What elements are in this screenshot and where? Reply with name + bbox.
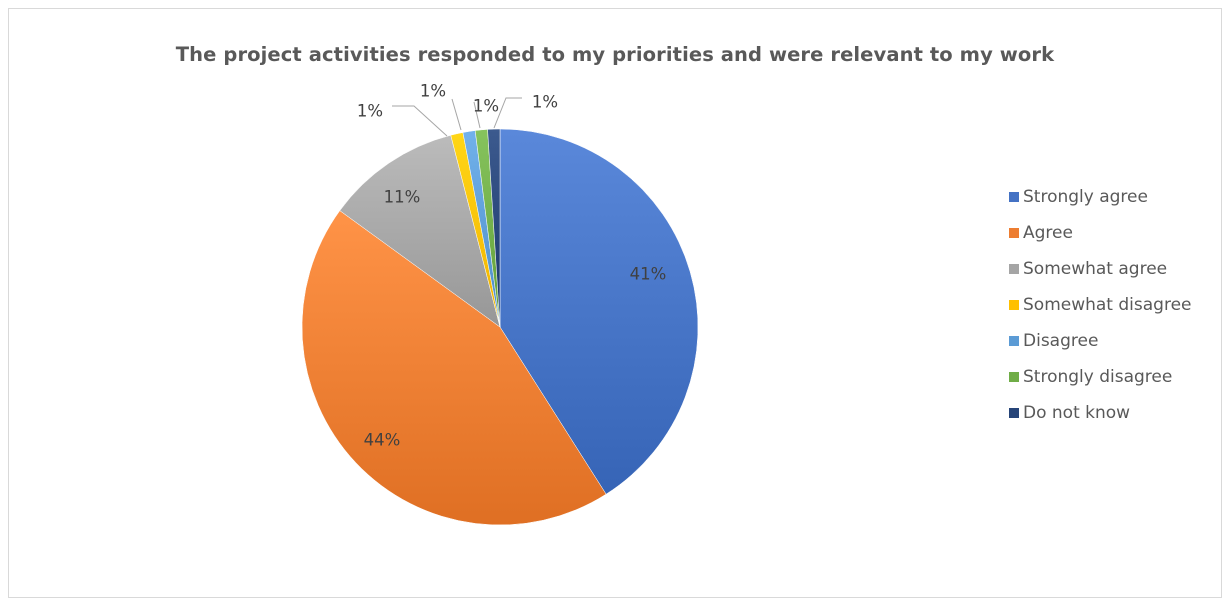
leader-lines [392,97,522,137]
data-label-do-not-know: 1% [532,93,558,112]
legend-swatch [1009,228,1019,238]
legend-label: Strongly agree [1023,187,1148,207]
data-label-disagree: 1% [420,82,446,101]
legend-item-do-not-know: Do not know [1009,401,1130,425]
legend-item-disagree: Disagree [1009,329,1098,353]
pie-slice-somewhat-agree [339,134,501,328]
chart-title: The project activities responded to my p… [175,43,1055,66]
pie-slice-agree [301,210,607,526]
legend-label: Strongly disagree [1023,367,1173,387]
pie-chart: 41% 44% 11% 1% 1% 1% 1% [301,82,699,526]
legend-swatch [1009,264,1019,274]
legend-label: Agree [1023,223,1073,243]
legend-swatch [1009,408,1019,418]
legend-label: Do not know [1023,403,1131,423]
legend-item-somewhat-agree: Somewhat agree [1009,257,1167,281]
legend-item-strongly-agree: Strongly agree [1009,185,1148,209]
pie-slice-do-not-know [487,128,501,328]
leader-line-somewhat-disagree [392,105,448,137]
leader-line-strongly-disagree [473,101,481,129]
legend-item-strongly-disagree: Strongly disagree [1009,365,1172,389]
legend-swatch [1009,300,1019,310]
legend-swatch [1009,192,1019,202]
chart-area: The project activities responded to my p… [8,8,1222,598]
pie-slice-strongly-agree [499,128,699,495]
legend-item-agree: Agree [1009,221,1073,245]
legend-swatch [1009,372,1019,382]
leader-line-do-not-know [493,97,522,129]
legend-label: Somewhat disagree [1023,295,1192,315]
legend-item-somewhat-disagree: Somewhat disagree [1009,293,1192,317]
legend-label: Somewhat agree [1023,259,1168,279]
data-label-strongly-disagree: 1% [473,97,499,116]
data-label-agree: 44% [364,431,401,450]
data-label-somewhat-agree: 11% [384,188,421,207]
legend-swatch [1009,336,1019,346]
legend-label: Disagree [1023,331,1099,351]
data-label-somewhat-disagree: 1% [357,102,383,121]
data-label-strongly-agree: 41% [630,265,667,284]
pie-slices [301,128,699,526]
leader-line-disagree [451,98,462,131]
data-labels: 41% 44% 11% 1% 1% 1% 1% [357,82,666,450]
